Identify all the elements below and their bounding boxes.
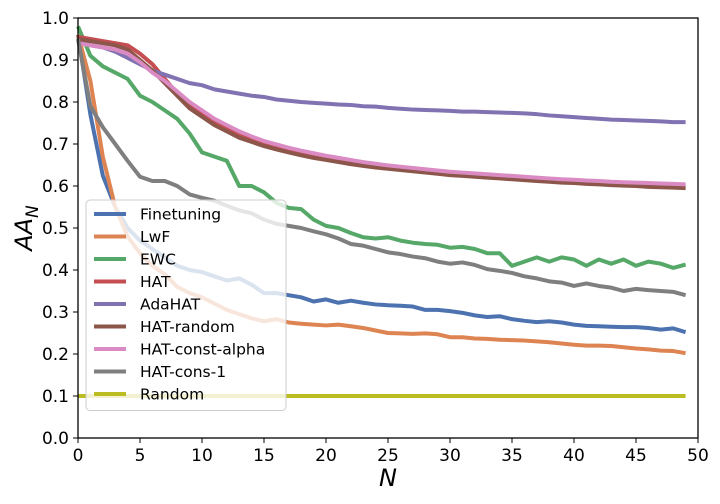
series-line-hat-random xyxy=(77,37,686,191)
y-axis-label: AAN xyxy=(10,205,43,253)
y-tick-label: 0.7 xyxy=(42,135,69,155)
legend-box xyxy=(85,199,287,411)
x-tick-label: 45 xyxy=(625,446,647,466)
x-tick-label: 30 xyxy=(439,446,461,466)
y-tick-label: 0.1 xyxy=(42,387,69,407)
y-tick-label: 0.6 xyxy=(42,177,69,197)
x-axis-ticks: 0 5 10 15 20 25 30 35 40 45 50 xyxy=(73,438,709,466)
legend-label-hat-random: HAT-random xyxy=(140,318,235,336)
legend-label-finetuning: Finetuning xyxy=(140,206,221,224)
x-tick-label: 35 xyxy=(501,446,523,466)
series-line-hat-cons-1 xyxy=(76,38,687,298)
x-tick-label: 0 xyxy=(73,446,84,466)
x-axis-label: N xyxy=(379,464,397,492)
y-tick-label: 0.8 xyxy=(42,93,69,113)
y-axis-label-sub: N xyxy=(23,205,43,218)
x-tick-label: 15 xyxy=(253,446,275,466)
legend-label-hat-const-alpha: HAT-const-alpha xyxy=(140,341,265,359)
x-tick-label: 20 xyxy=(315,446,337,466)
x-tick-label: 40 xyxy=(563,446,585,466)
x-tick-label: 5 xyxy=(135,446,146,466)
y-tick-label: 0.2 xyxy=(42,345,69,365)
y-tick-label: 0.9 xyxy=(42,51,69,71)
legend-label-lwf: LwF xyxy=(140,228,170,246)
x-tick-label: 50 xyxy=(687,446,709,466)
legend-label-hat-cons-1: HAT-cons-1 xyxy=(140,363,226,381)
x-tick-label: 10 xyxy=(191,446,213,466)
series-line-hat-const-alpha xyxy=(77,41,686,187)
legend-label-ewc: EWC xyxy=(140,251,176,269)
legend-label-adahat: AdaHAT xyxy=(140,296,201,314)
x-tick-label: 25 xyxy=(377,446,399,466)
y-axis-label-base: AA xyxy=(10,218,38,253)
series-line-ewc xyxy=(76,25,687,270)
y-tick-label: 0.4 xyxy=(42,261,69,281)
y-tick-label: 0.5 xyxy=(42,219,69,239)
legend-label-random: Random xyxy=(140,386,204,404)
series-line-adahat xyxy=(77,39,686,125)
y-tick-label: 1.0 xyxy=(42,9,69,29)
y-axis-ticks: 0.0 0.1 0.2 0.3 0.4 0.5 0.6 0.7 0.8 0.9 1.0 xyxy=(42,9,78,449)
y-tick-label: 0.0 xyxy=(42,429,69,449)
y-tick-label: 0.3 xyxy=(42,303,69,323)
legend-label-hat: HAT xyxy=(140,273,171,291)
legend: Finetuning LwF EWC HAT AdaHAT HAT-random HAT-c… xyxy=(85,199,287,411)
